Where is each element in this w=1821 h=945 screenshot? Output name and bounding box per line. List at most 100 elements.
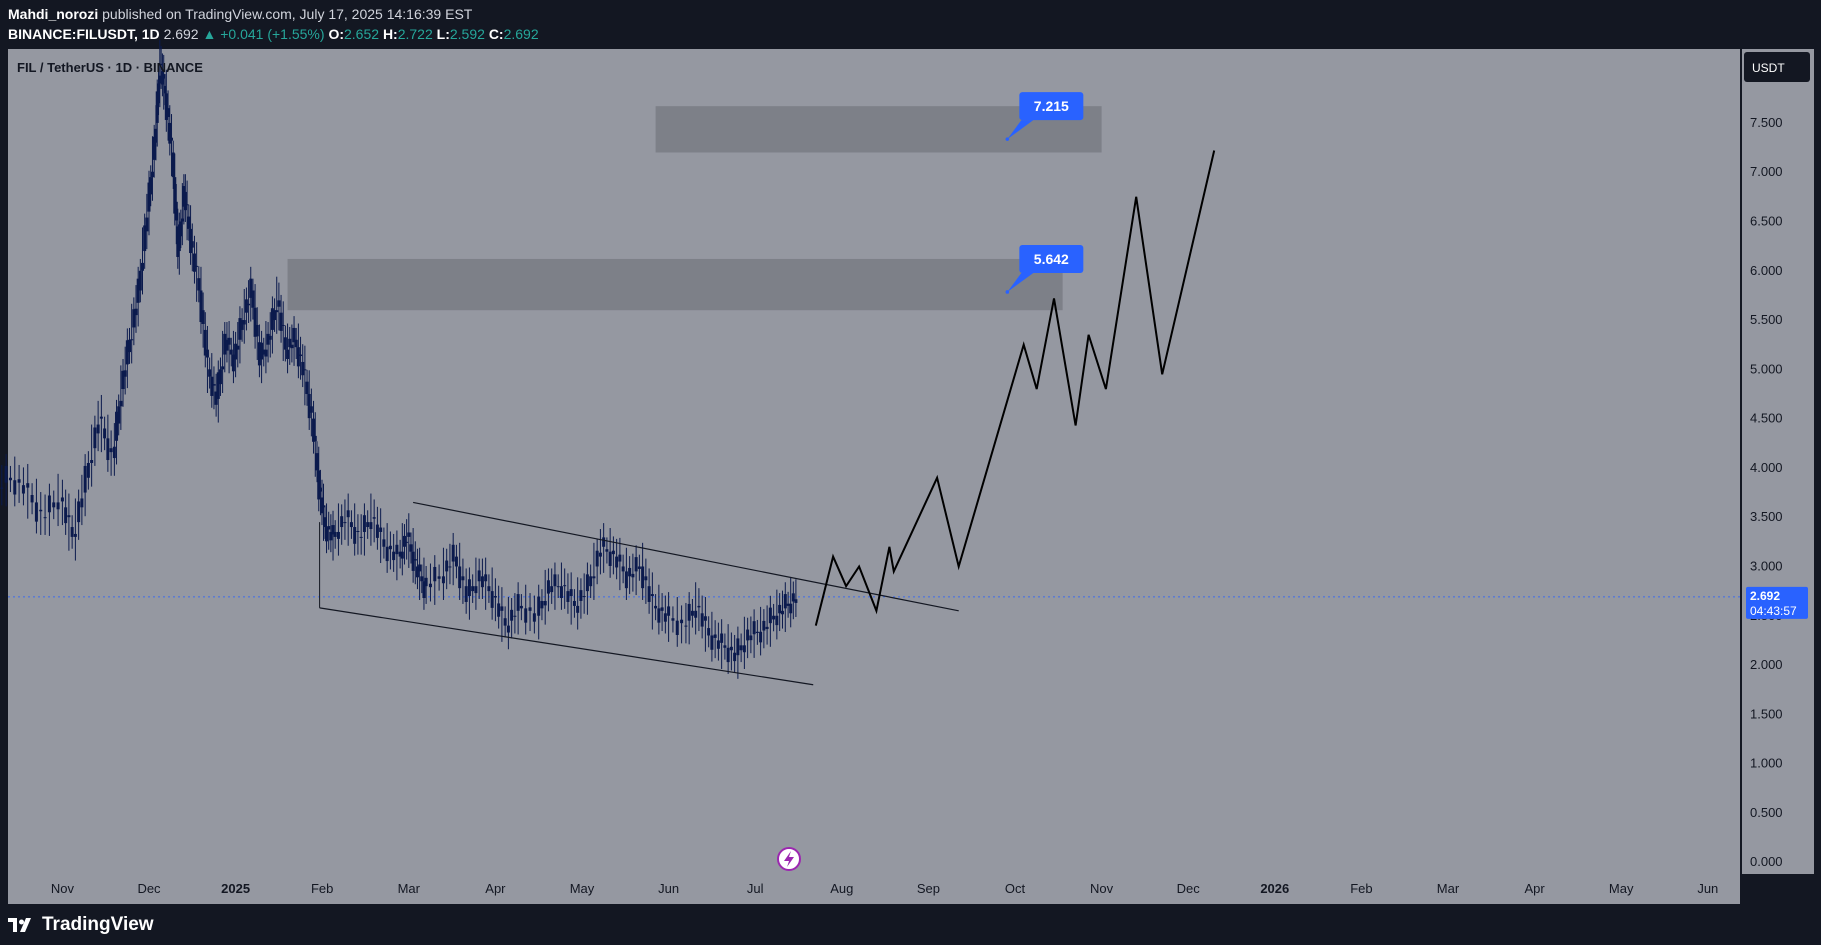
candle-body (171, 152, 175, 178)
candle-body (366, 522, 370, 528)
candle-body (17, 479, 21, 483)
candle-body (305, 381, 309, 394)
y-tick-label: 0.500 (1750, 805, 1783, 820)
flash-icon[interactable] (777, 847, 801, 871)
candle-body (783, 594, 787, 609)
close-value: 2.692 (503, 26, 539, 42)
candle-body (516, 594, 520, 611)
candle-body (411, 551, 415, 571)
candle-body (323, 517, 327, 528)
candle-body (299, 354, 303, 357)
candle-body (130, 339, 134, 341)
candle-body (136, 278, 140, 303)
author-name[interactable]: Mahdi_norozi (8, 6, 99, 22)
price-axis[interactable] (1742, 49, 1814, 874)
candle-body (179, 221, 183, 237)
candle-body (503, 618, 507, 626)
price-change: ▲ +0.041 (+1.55%) (202, 26, 325, 42)
low-label: L: (436, 26, 450, 42)
candle-body (671, 618, 675, 621)
candle-body (244, 299, 248, 313)
candle-body (231, 354, 235, 372)
y-tick-label: 0.000 (1750, 854, 1783, 869)
candle-body (34, 502, 38, 522)
candle-body (262, 349, 266, 355)
candle-body (467, 579, 471, 597)
candle-body (461, 576, 465, 581)
candle-body (392, 551, 396, 561)
candle-body (675, 620, 679, 635)
candle-body (158, 75, 162, 84)
candle-body (205, 349, 209, 358)
candle-body (315, 453, 319, 471)
candle-body (697, 605, 701, 608)
y-tick-label: 7.500 (1750, 115, 1783, 130)
candle-body (150, 171, 154, 178)
candle-body (405, 541, 409, 543)
candle-body (572, 600, 576, 606)
candle-body (556, 586, 560, 588)
candle-body (611, 550, 615, 555)
candle-body (312, 418, 316, 442)
candle-body (106, 438, 110, 461)
candle-body (273, 310, 277, 321)
candle-body (197, 278, 201, 291)
candle-body (183, 191, 187, 211)
x-tick-label: Oct (1005, 881, 1026, 896)
candle-body (576, 605, 580, 613)
candle-body (251, 290, 255, 308)
candle-body (67, 515, 71, 518)
currency-button[interactable]: USDT (1744, 52, 1810, 82)
candle-body (553, 574, 557, 587)
candle-body (778, 604, 782, 614)
candle-body (238, 318, 242, 340)
candle-body (93, 427, 97, 449)
candle-body (768, 607, 772, 624)
candle-body (185, 204, 189, 206)
tv-logo-icon (8, 918, 31, 932)
target-zone (287, 258, 1063, 311)
candle-body (290, 344, 294, 349)
candle-body (247, 303, 251, 306)
candle-body (667, 606, 671, 616)
candle-body (433, 566, 437, 582)
candle-body (710, 635, 714, 650)
time-axis[interactable] (8, 874, 1740, 904)
tradingview-logo[interactable]: TradingView (8, 914, 154, 936)
candle-body (513, 615, 517, 617)
candle-body (786, 603, 790, 606)
candle-body (519, 605, 523, 609)
candle-body (537, 596, 541, 616)
y-tick-label: 3.000 (1750, 558, 1783, 573)
candle-body (644, 576, 648, 581)
x-tick-label: 2026 (1260, 881, 1289, 896)
candle-body (746, 629, 750, 641)
candle-body (400, 551, 404, 559)
candle-body (582, 596, 586, 598)
candle-body (318, 487, 322, 492)
candle-body (221, 366, 225, 370)
x-tick-label: May (1609, 881, 1634, 896)
candle-body (236, 345, 240, 350)
plot-area[interactable] (8, 49, 1740, 874)
x-tick-label: Mar (1437, 881, 1460, 896)
candle-body (70, 527, 74, 537)
candle-body (589, 576, 593, 587)
candle-body (546, 580, 550, 594)
target-badge (1019, 92, 1084, 121)
close-label: C: (488, 26, 504, 42)
candle-body (618, 554, 622, 562)
candle-body (210, 376, 214, 396)
candle-body (325, 527, 329, 542)
candle-body (159, 63, 163, 66)
candle-body (163, 85, 167, 94)
target-price-label: 7.215 (1034, 98, 1069, 114)
candle-body (327, 526, 331, 530)
candle-body (117, 406, 121, 424)
candle-body (663, 613, 667, 622)
candle-body (329, 531, 333, 541)
candle-body (428, 583, 432, 588)
candle-body (199, 290, 203, 323)
candle-body (301, 361, 305, 376)
